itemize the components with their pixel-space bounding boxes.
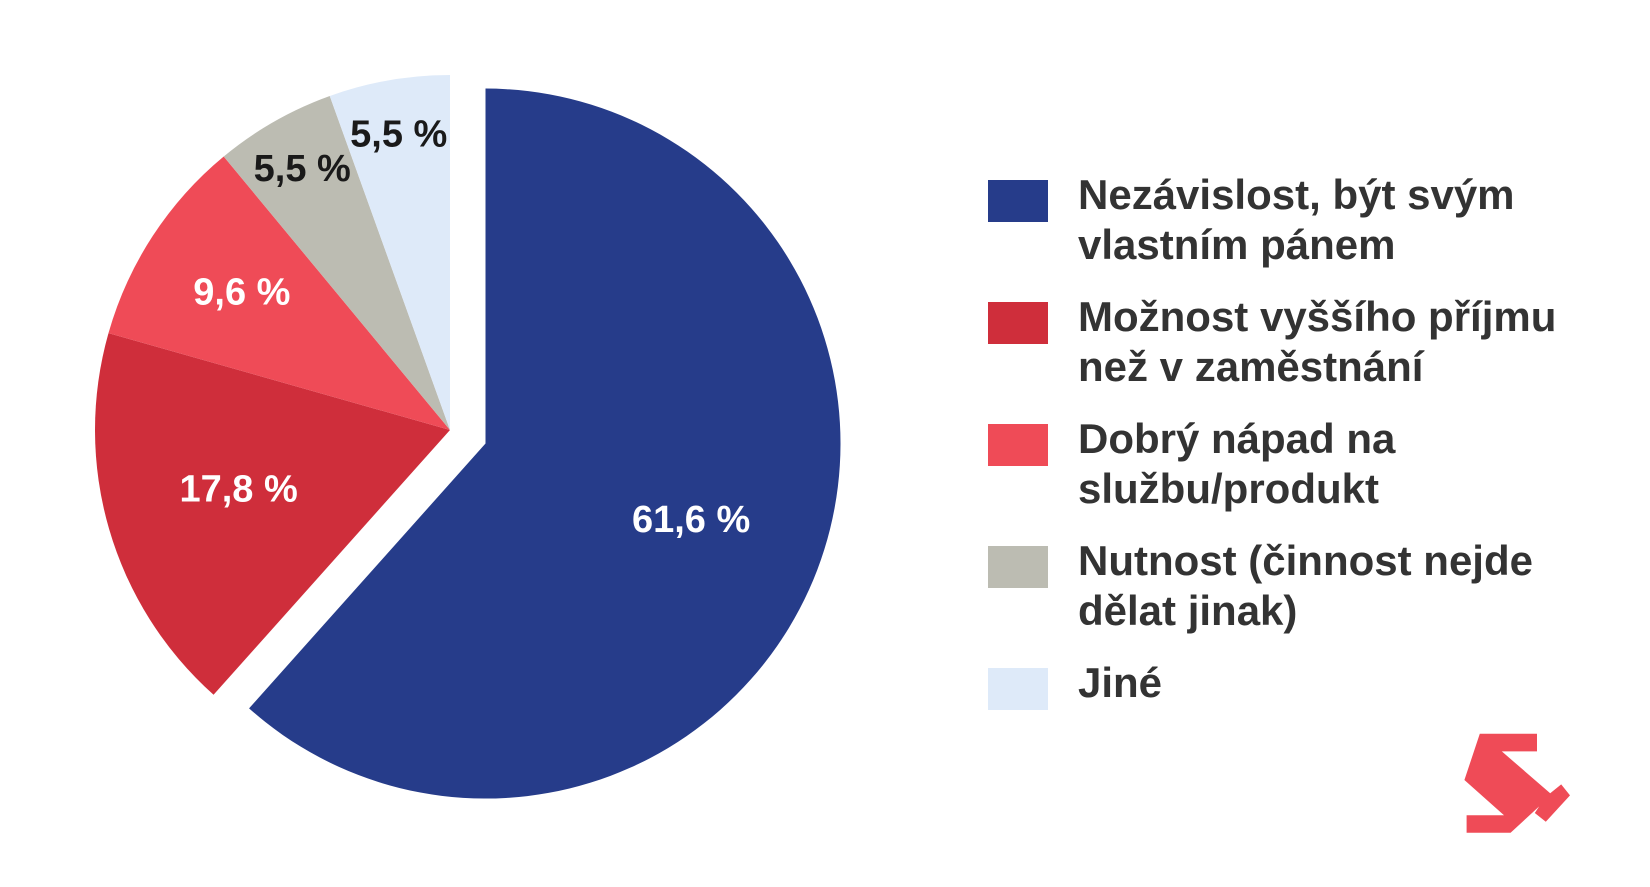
pie-slice-3: [223, 95, 450, 430]
legend-swatch: [988, 302, 1048, 344]
legend-item-nutnost: Nutnost (činnost nejde dělat jinak): [988, 536, 1608, 636]
legend-label: Jiné: [1078, 659, 1163, 706]
legend-swatch: [988, 668, 1048, 710]
legend-swatch: [988, 180, 1048, 222]
pie-slice-4: [329, 75, 450, 430]
legend-swatch: [988, 546, 1048, 588]
legend-item-jine: Jiné: [988, 658, 1608, 710]
legend-label: Možnost vyššího příjmu než v zaměstnání: [1078, 293, 1557, 390]
pie-slice-0: [249, 88, 841, 799]
legend-label: Nutnost (činnost nejde dělat jinak): [1078, 537, 1533, 634]
pie-slice-1: [95, 333, 451, 695]
slice-value-label: 17,8 %: [179, 468, 297, 510]
legend-label: Nezávislost, být svým vlastním pánem: [1078, 171, 1515, 268]
slice-value-label: 5,5 %: [350, 113, 447, 155]
brand-logo-icon: [1464, 733, 1570, 833]
legend-item-dobry-napad: Dobrý nápad na službu/produkt: [988, 414, 1608, 514]
legend-item-moznost-vyssiho-prijmu: Možnost vyššího příjmu než v zaměstnání: [988, 292, 1608, 392]
legend: Nezávislost, být svým vlastním pánem Mož…: [988, 170, 1608, 732]
pie-slice-2: [108, 156, 451, 430]
legend-label: Dobrý nápad na službu/produkt: [1078, 415, 1396, 512]
slice-value-label: 5,5 %: [254, 148, 351, 190]
slice-value-label: 61,6 %: [632, 499, 750, 541]
legend-swatch: [988, 424, 1048, 466]
legend-item-nezavislost: Nezávislost, být svým vlastním pánem: [988, 170, 1608, 270]
slice-value-label: 9,6 %: [193, 271, 290, 313]
